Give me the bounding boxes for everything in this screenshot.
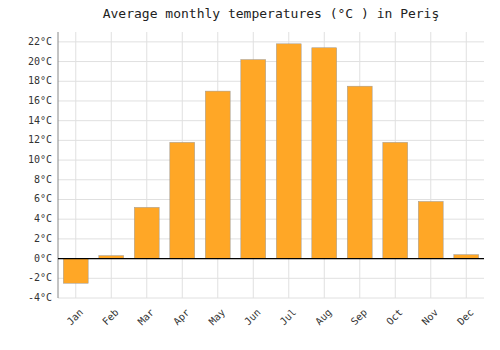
y-tick-labels: -4°C -2°C 0°C 2°C 4°C 6°C 8°C 10°C 12°C 14°C 16°C 1…: [28, 36, 52, 303]
bar: [205, 91, 230, 258]
x-tick-label: Jul: [278, 307, 299, 328]
y-tick-label: 20°C: [28, 56, 52, 67]
bar: [347, 86, 372, 258]
grid-line-y: [58, 81, 484, 82]
x-tick-label: Oct: [384, 307, 405, 328]
grid-line-y: [58, 278, 484, 279]
grid-line-y: [58, 41, 484, 42]
x-tick-label: Apr: [171, 307, 192, 328]
bar: [418, 201, 443, 258]
bar: [383, 142, 408, 258]
grid-line-y: [58, 258, 484, 259]
bar: [312, 48, 337, 259]
y-tick-label: 10°C: [28, 154, 52, 165]
y-tick-label: 4°C: [34, 213, 52, 224]
bar: [241, 60, 266, 259]
bar: [276, 44, 301, 259]
x-tick-label: Mar: [136, 307, 157, 328]
bar: [134, 207, 159, 258]
grid-line-y: [58, 61, 484, 62]
y-tick-label: 18°C: [28, 75, 52, 86]
x-tick-label: Dec: [455, 307, 476, 328]
y-tick-label: -2°C: [28, 272, 52, 283]
grid-line-y: [58, 179, 484, 180]
y-tick-label: 16°C: [28, 95, 52, 106]
bar: [63, 259, 88, 284]
y-tick-label: 6°C: [34, 193, 52, 204]
bars: [63, 44, 478, 283]
x-tick-label: Nov: [420, 307, 441, 328]
grid-line-y: [58, 298, 484, 299]
x-tick-label: Jun: [242, 307, 263, 328]
y-tick-label: -4°C: [28, 292, 52, 303]
x-tick-label: Aug: [313, 307, 334, 328]
grid-line-y: [58, 100, 484, 101]
x-tick-label: May: [207, 307, 228, 328]
y-tick-label: 8°C: [34, 174, 52, 185]
y-tick-label: 14°C: [28, 115, 52, 126]
x-tick-labels: Jan Feb Mar Apr May Jun Jul Aug Sep Oct Nov Dec: [65, 307, 476, 328]
x-tick-label: Jan: [65, 307, 86, 328]
x-tick-label: Feb: [100, 307, 121, 328]
title: Average monthly temperatures (°C ) in Pe…: [103, 6, 440, 21]
y-tick-label: 12°C: [28, 134, 52, 145]
y-tick-label: 2°C: [34, 233, 52, 244]
y-tick-label: 0°C: [34, 253, 52, 264]
grid-line-y: [58, 199, 484, 200]
bar: [170, 142, 195, 258]
y-tick-label: 22°C: [28, 36, 52, 47]
x-tick-label: Sep: [349, 307, 370, 328]
grid-line-y: [58, 140, 484, 141]
chart: -4°C -2°C 0°C 2°C 4°C 6°C 8°C 10°C 12°C 14°C 16°C 1…: [0, 0, 500, 350]
grid: [58, 32, 484, 298]
grid-line-y: [58, 160, 484, 161]
zero-line: [58, 258, 484, 259]
grid-line-y: [58, 120, 484, 121]
